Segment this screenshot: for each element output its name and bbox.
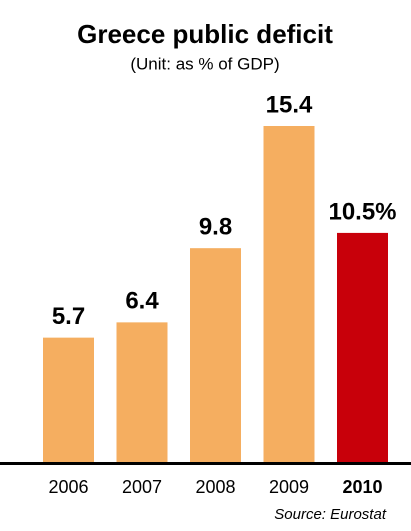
bar bbox=[43, 337, 94, 462]
bar bbox=[337, 232, 388, 462]
x-tick-label: 2008 bbox=[195, 477, 235, 497]
x-tick-label: 2009 bbox=[269, 477, 309, 497]
value-label: 5.7 bbox=[52, 303, 85, 330]
value-label: 15.4 bbox=[266, 91, 313, 118]
chart-subtitle: (Unit: as % of GDP) bbox=[130, 54, 279, 73]
x-tick-label: 2007 bbox=[122, 477, 162, 497]
source: Source: Eurostat bbox=[274, 506, 387, 523]
value-label: 9.8 bbox=[199, 214, 232, 241]
value-label: 10.5% bbox=[328, 198, 396, 225]
value-label: 6.4 bbox=[125, 288, 159, 315]
bar bbox=[116, 322, 168, 462]
chart-title: Greece public deficit bbox=[77, 19, 333, 49]
bar bbox=[263, 126, 315, 462]
bar bbox=[190, 248, 241, 462]
x-tick-label: 2010 bbox=[342, 477, 382, 497]
x-tick-label: 2006 bbox=[48, 477, 88, 497]
